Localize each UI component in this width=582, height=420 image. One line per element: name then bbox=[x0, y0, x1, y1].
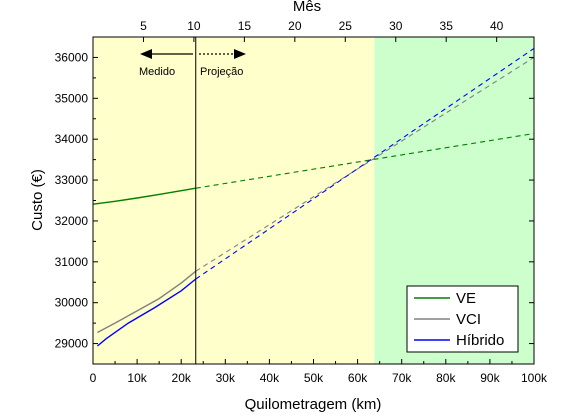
x-tick-label: 70k bbox=[392, 371, 412, 385]
y-tick-label: 31000 bbox=[55, 255, 89, 269]
legend: VE VCI Híbrido bbox=[406, 285, 519, 353]
series-ve-projected bbox=[195, 132, 535, 189]
x2-tick-label: 40 bbox=[490, 19, 504, 33]
projection-label: Projeção bbox=[200, 66, 243, 78]
y-tick-label: 29000 bbox=[55, 337, 89, 351]
series-vci-measured bbox=[97, 270, 197, 334]
y-axis-label: Custo (€) bbox=[29, 169, 46, 231]
x-tick-label: 20k bbox=[172, 371, 192, 385]
x-tick-label: 90k bbox=[480, 371, 500, 385]
legend-label-vci: VCI bbox=[456, 311, 481, 328]
projection-annotation: Projeção bbox=[199, 49, 246, 78]
x2-tick-label: 15 bbox=[238, 19, 252, 33]
legend-label-h-brido: Híbrido bbox=[456, 332, 504, 349]
x-tick-label: 50k bbox=[304, 371, 324, 385]
x2-tick-label: 30 bbox=[389, 19, 403, 33]
measured-arrowhead bbox=[140, 49, 152, 59]
series-lines bbox=[92, 47, 535, 347]
x2-tick-label: 5 bbox=[140, 19, 147, 33]
x-tick-label: 30k bbox=[216, 371, 236, 385]
x2-tick-label: 35 bbox=[440, 19, 454, 33]
axis-ticks: 0 10k 20k 30k 40k 50k 60k 70k 80k 90k 100k 29000 300… bbox=[55, 19, 548, 385]
x-axis-label: Quilometragem (km) bbox=[245, 396, 382, 413]
x2-tick-label: 20 bbox=[288, 19, 302, 33]
x-tick-label: 100k bbox=[521, 371, 548, 385]
region-0 bbox=[93, 37, 375, 364]
x-tick-label: 60k bbox=[348, 371, 368, 385]
series-vci-projected bbox=[195, 56, 535, 272]
projection-arrowhead bbox=[234, 49, 246, 59]
x2-axis-label: Mês bbox=[293, 0, 321, 15]
y-tick-label: 35000 bbox=[55, 91, 89, 105]
x-tick-label: 10k bbox=[127, 371, 147, 385]
legend-label-ve: VE bbox=[456, 290, 476, 307]
y-tick-label: 32000 bbox=[55, 214, 89, 228]
y-tick-label: 30000 bbox=[55, 296, 89, 310]
x-tick-label: 80k bbox=[436, 371, 456, 385]
x-tick-label: 40k bbox=[260, 371, 280, 385]
legend-box bbox=[406, 285, 519, 353]
x2-tick-label: 25 bbox=[339, 19, 353, 33]
measured-label: Medido bbox=[139, 66, 175, 78]
y-tick-label: 33000 bbox=[55, 173, 89, 187]
series-h-brido-measured bbox=[96, 278, 197, 347]
y-tick-label: 34000 bbox=[55, 132, 89, 146]
series-ve-measured bbox=[92, 187, 196, 205]
measured-annotation: Medido bbox=[139, 49, 193, 78]
x2-tick-label: 10 bbox=[187, 19, 201, 33]
x-tick-label: 0 bbox=[90, 371, 97, 385]
y-tick-label: 36000 bbox=[55, 50, 89, 64]
